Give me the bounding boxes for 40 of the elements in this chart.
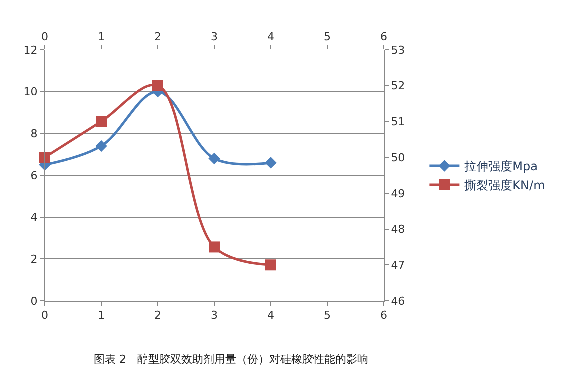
y-tick-label: 6 <box>30 169 38 182</box>
y2-tick-label: 47 <box>391 258 406 272</box>
y-tick-label: 0 <box>30 294 38 308</box>
x2-tick-label: 4 <box>268 309 274 322</box>
y2-tick-label: 53 <box>391 44 406 57</box>
x-tick-label: 3 <box>211 30 218 44</box>
y-tick-label: 2 <box>30 253 38 266</box>
x-tick-label: 1 <box>98 30 105 44</box>
y2-tick-label: 51 <box>391 116 406 129</box>
x-tick-label: 5 <box>324 30 331 44</box>
legend-label: 撕裂强度KN/m <box>464 178 546 193</box>
y-tick-label: 12 <box>24 44 38 57</box>
x2-tick-label: 0 <box>42 309 48 322</box>
point <box>266 260 276 271</box>
y2-tick-label: 50 <box>391 151 406 164</box>
y2-tick-label: 46 <box>391 294 406 308</box>
x2-tick-label: 2 <box>154 309 162 322</box>
x-tick-label: 4 <box>268 30 274 44</box>
y-tick-label: 4 <box>30 211 38 224</box>
x2-tick-label: 1 <box>98 309 105 322</box>
point <box>209 242 220 253</box>
x2-tick-label: 5 <box>324 309 331 322</box>
y2-tick-label: 48 <box>391 223 406 236</box>
legend-label: 拉伸强度Mpa <box>464 160 538 174</box>
point <box>40 152 50 164</box>
x2-tick-label: 3 <box>211 309 218 322</box>
y2-tick-label: 52 <box>391 80 406 93</box>
y2-tick-label: 49 <box>391 187 406 200</box>
point <box>152 80 164 92</box>
x-tick-label: 6 <box>380 30 388 44</box>
point <box>265 157 277 169</box>
x-tick-label: 2 <box>154 30 162 44</box>
x2-tick-label: 6 <box>380 309 388 322</box>
y-tick-label: 8 <box>30 128 38 141</box>
text: 图表 2 醇型胶双效助剂用量（份）对硅橡胶性能的影响 <box>94 353 368 366</box>
point <box>96 116 107 128</box>
x-tick-label: 0 <box>42 30 48 44</box>
point <box>96 140 108 152</box>
y-tick-label: 10 <box>24 86 38 99</box>
point <box>208 152 220 165</box>
